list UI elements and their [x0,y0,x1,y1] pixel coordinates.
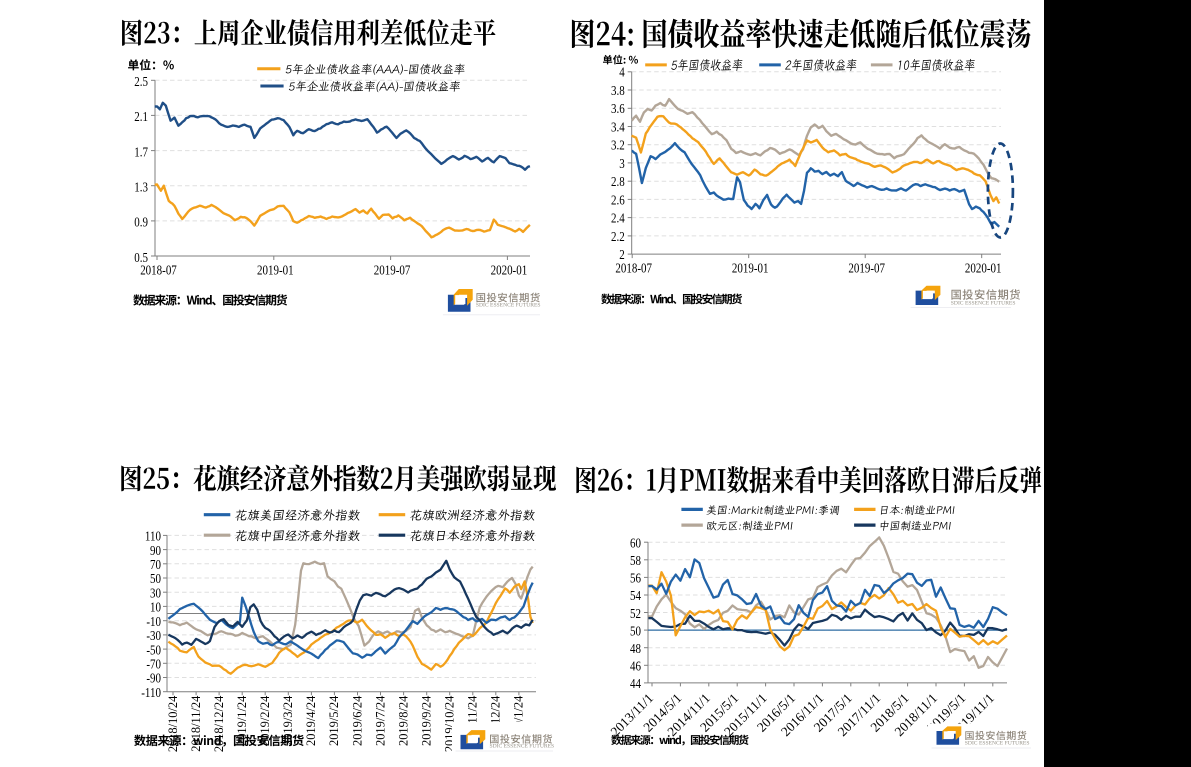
svg-text:2018-07: 2018-07 [140,262,177,277]
svg-text:3.8: 3.8 [611,83,625,99]
svg-text:2019-07: 2019-07 [848,260,885,275]
svg-text:2020-01: 2020-01 [965,260,1002,275]
svg-text:-70: -70 [146,656,161,672]
svg-text:2019/1/24: 2019/1/24 [235,696,249,746]
svg-text:44: 44 [630,676,642,692]
svg-text:90: 90 [150,543,161,559]
svg-text:50: 50 [150,571,161,587]
svg-text:58: 58 [630,553,641,569]
svg-text:2018/12/24: 2018/12/24 [212,696,226,752]
svg-text:2.2: 2.2 [611,229,625,245]
svg-text:2019-01: 2019-01 [257,262,294,277]
svg-text:2019/7/24: 2019/7/24 [373,696,387,746]
svg-text:54: 54 [630,588,642,604]
svg-text:110: 110 [145,528,161,544]
svg-text:SDIC ESSENCE FUTURES: SDIC ESSENCE FUTURES [476,303,541,309]
svg-text:2019/3/24: 2019/3/24 [281,696,295,746]
svg-text:4: 4 [619,64,625,80]
svg-text:2019/2/24: 2019/2/24 [258,696,272,746]
svg-text:48: 48 [630,641,641,657]
svg-text:-30: -30 [146,628,161,644]
svg-text:2019/6/24: 2019/6/24 [350,696,364,746]
svg-text:1.7: 1.7 [134,144,148,160]
svg-text:2019/8/24: 2019/8/24 [396,696,410,746]
svg-text:2.5: 2.5 [134,74,148,90]
svg-text:1.3: 1.3 [134,179,148,195]
svg-text:30: 30 [150,585,161,601]
svg-text:SDIC ESSENCE FUTURES: SDIC ESSENCE FUTURES [951,301,1016,307]
svg-text:46: 46 [630,658,641,674]
svg-text:52: 52 [630,606,641,622]
svg-text:0.5: 0.5 [134,250,148,266]
svg-text:-10: -10 [146,614,161,630]
svg-text:SDIC ESSENCE FUTURES: SDIC ESSENCE FUTURES [965,741,1030,747]
svg-text:10: 10 [150,599,161,615]
svg-text:60: 60 [630,535,641,551]
svg-text:2.8: 2.8 [611,174,625,190]
svg-text:2.4: 2.4 [611,210,625,226]
svg-text:-90: -90 [146,670,161,686]
svg-text:2019-07: 2019-07 [374,262,411,277]
svg-text:-50: -50 [146,642,161,658]
svg-text:2019/9/24: 2019/9/24 [420,696,434,746]
svg-text:2020-01: 2020-01 [491,262,528,277]
svg-text:3.2: 3.2 [611,137,625,153]
svg-text:0.9: 0.9 [134,214,148,230]
svg-text:-110: -110 [141,685,161,701]
svg-text:3: 3 [619,156,624,172]
svg-text:2018/11/24: 2018/11/24 [189,696,203,752]
svg-text:2.1: 2.1 [134,109,148,125]
svg-text:2018-07: 2018-07 [615,260,652,275]
svg-text:2.6: 2.6 [611,192,625,208]
svg-text:56: 56 [630,570,641,586]
svg-text:3.4: 3.4 [611,119,625,135]
svg-text:50: 50 [630,623,641,639]
svg-text:2019-01: 2019-01 [732,260,769,275]
svg-text:70: 70 [150,557,161,573]
svg-text:2: 2 [619,247,624,263]
svg-text:3.6: 3.6 [611,101,625,117]
svg-text:SDIC ESSENCE FUTURES: SDIC ESSENCE FUTURES [490,744,555,750]
svg-text:2019/5/24: 2019/5/24 [327,696,341,746]
svg-text:2019/4/24: 2019/4/24 [304,696,318,746]
